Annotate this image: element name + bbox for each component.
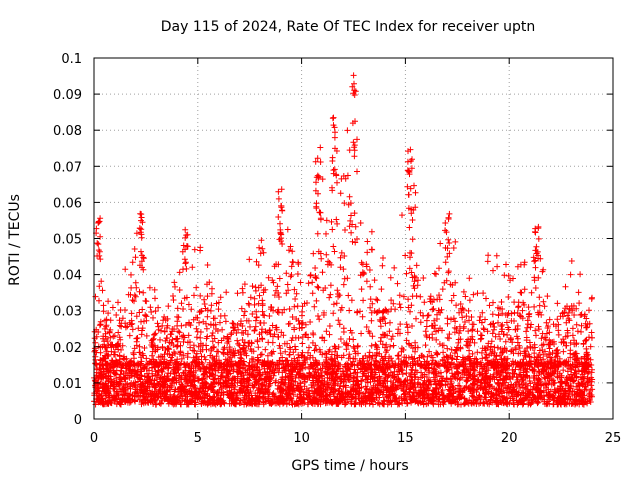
y-tick-label: 0.03 (53, 305, 82, 320)
y-tick-label: 0.06 (53, 196, 82, 211)
data-points (91, 72, 596, 408)
y-tick-labels: 0 0.01 0.02 0.03 0.04 0.05 0.06 0.07 0.08 0.09 0.1 (53, 52, 82, 428)
y-tick-label: 0.04 (53, 269, 82, 284)
y-tick-label: 0 (74, 413, 82, 428)
y-tick-label: 0.1 (61, 52, 82, 67)
y-tick-label: 0.05 (53, 233, 82, 248)
x-tick-label: 0 (90, 431, 98, 446)
y-tick-label: 0.09 (53, 88, 82, 103)
x-tick-labels: 0 5 10 15 20 25 (90, 431, 621, 446)
y-tick-label: 0.02 (53, 341, 82, 356)
x-axis-label: GPS time / hours (291, 458, 408, 474)
y-tick-label: 0.07 (53, 160, 82, 175)
x-tick-label: 5 (194, 431, 202, 446)
y-tick-label: 0.01 (53, 377, 82, 392)
x-tick-label: 10 (293, 431, 310, 446)
y-tick-label: 0.08 (53, 124, 82, 139)
chart-title: Day 115 of 2024, Rate Of TEC Index for r… (161, 19, 536, 35)
y-axis-label: ROTI / TECUs (7, 194, 23, 286)
x-tick-label: 25 (605, 431, 622, 446)
x-tick-label: 15 (397, 431, 414, 446)
series-uptn-markers (91, 72, 596, 408)
axis-ticks (93, 57, 614, 420)
x-tick-label: 20 (501, 431, 518, 446)
